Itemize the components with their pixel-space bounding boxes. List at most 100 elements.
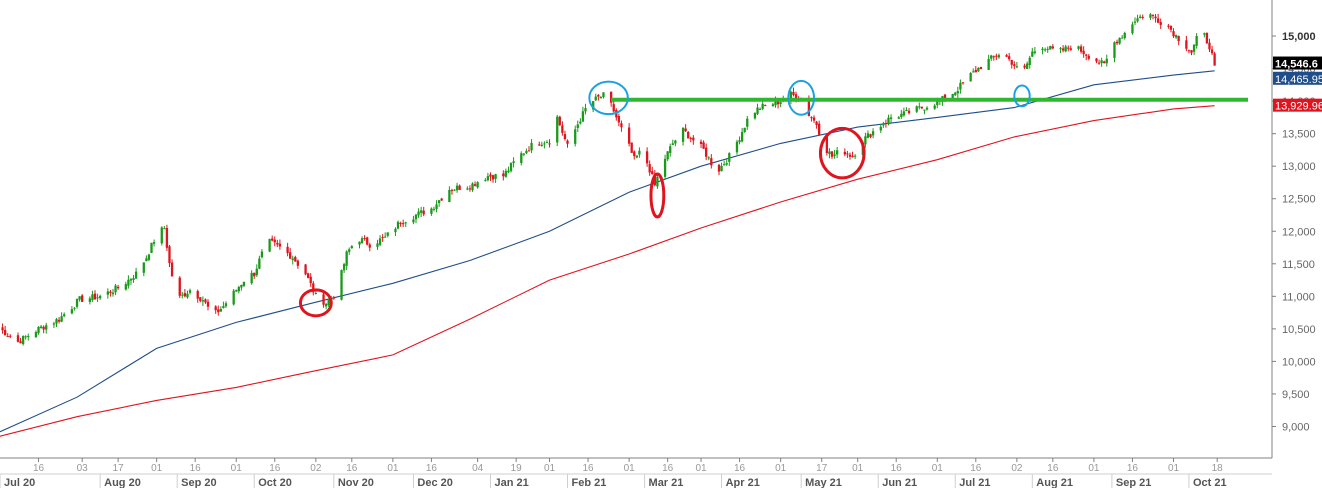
candle-body [869,134,872,138]
candle-body [828,151,831,155]
candle-body [381,237,384,239]
candle-body [674,140,677,144]
candle-body [707,157,710,159]
candle-body [725,163,728,165]
moving-average-line-short [0,70,1215,433]
candle-body [1210,49,1214,54]
x-month-tick-label: Sep 21 [1116,477,1151,488]
x-month-tick-label: Jul 21 [959,477,990,488]
candle-body [956,91,959,94]
candle-body [1043,49,1047,51]
candle-body [350,246,353,249]
price-label: 13,929.96 [1275,101,1322,113]
candle-body [522,153,526,155]
candle-body [979,67,983,70]
price-label-layer: 14,546.6 14,465.95 13,929.96 [1273,56,1322,113]
candle-body [412,219,415,223]
candle-body [610,91,613,103]
candle-body [774,100,777,106]
candle-body [384,236,387,238]
candle-body [656,177,659,187]
candle-body [276,242,279,245]
candle-body [1174,35,1178,38]
candle-body [106,291,110,295]
candle-body [1,327,4,331]
candle-body [132,278,135,280]
candle-body [327,299,330,306]
candle-body [196,290,199,299]
candle-body [918,106,921,108]
candle-body [450,190,454,192]
candle-body [633,151,636,157]
candle-body [617,116,621,123]
candle-body [178,277,181,296]
candle-body [363,238,366,240]
candle-body [925,107,929,110]
candle-body [294,256,297,262]
candle-body [168,246,171,264]
x-day-tick-label: 01 [695,463,707,474]
candle-body [1169,26,1173,30]
candle-body [1095,58,1098,62]
candle-body [507,170,510,173]
candle-body [525,150,528,154]
candle-body [3,330,7,336]
x-month-tick-label: Nov 20 [338,477,374,488]
candle-body [1028,57,1031,66]
candle-body [199,297,202,301]
candle-body [1105,58,1108,64]
candle-body [1177,36,1180,42]
candle-body [489,174,492,177]
candle-body [368,244,371,248]
candle-body [920,106,924,109]
candle-body [527,150,531,152]
candle-body [1136,18,1139,22]
candle-body [574,129,577,144]
candle-body [486,176,490,181]
candle-body [943,94,947,100]
candle-body [116,286,120,289]
candle-body [1190,50,1193,53]
candle-body [648,164,651,173]
candle-body [576,124,579,128]
price-label-background [1273,98,1322,112]
x-day-tick-label: 18 [1212,463,1224,474]
candle-body [24,336,27,338]
candle-body [422,210,425,215]
candle-body [268,238,271,252]
candle-body [728,153,731,162]
candle-body [432,208,436,210]
x-day-tick-label: 19 [511,463,523,474]
candle-body [430,208,433,214]
candle-body [987,58,990,70]
candle-body [651,171,654,175]
candle-body [959,82,962,90]
candle-body [758,109,762,111]
blue-highlight-circle [787,79,816,116]
x-month-tick-label: Apr 21 [726,477,760,488]
candle-body [93,293,97,300]
candle-body [414,214,418,220]
y-tick-label: 12,000 [1282,226,1316,238]
candle-body [21,335,25,345]
candle-body [902,111,906,116]
candle-body [494,174,497,179]
candle-body [437,200,441,204]
candle-body [309,276,312,284]
candle-body [848,154,852,157]
x-day-tick-label: 01 [544,463,556,474]
x-month-tick-label: Jun 21 [882,477,917,488]
candle-body [761,103,764,109]
candle-body [689,137,692,139]
candle-body [879,126,882,131]
candle-body [746,118,749,127]
candle-body [792,91,795,95]
candle-body [995,55,998,57]
red-highlight-circle [649,172,666,219]
candle-body [235,290,238,292]
candle-body [1208,42,1211,50]
candle-body [735,141,739,153]
candle-body [358,241,361,245]
candle-body [348,249,351,252]
